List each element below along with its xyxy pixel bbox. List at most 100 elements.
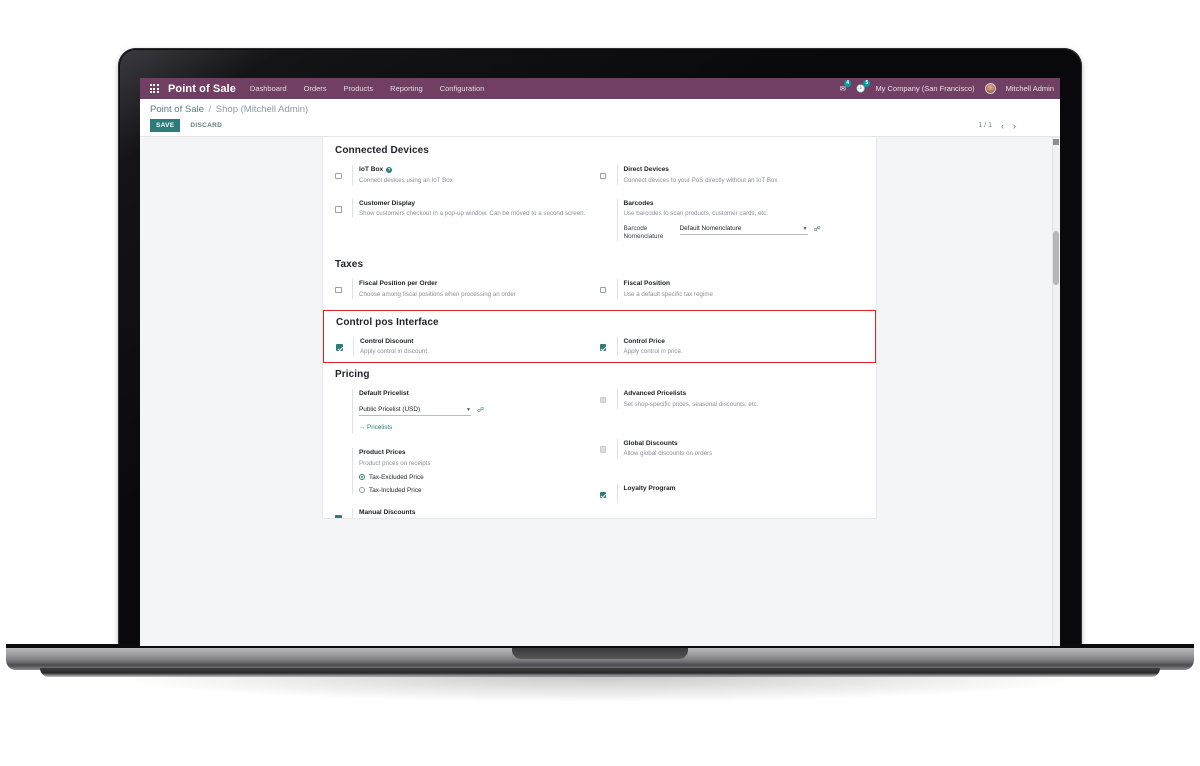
page-scrollbar[interactable]: [1052, 137, 1060, 646]
loyalty-program-checkbox[interactable]: [599, 491, 606, 498]
global-discounts-checkbox-cell[interactable]: [599, 439, 617, 459]
section-title-connected-devices: Connected Devices: [335, 145, 429, 156]
breadcrumb-current: Shop (Mitchell Admin): [215, 104, 309, 115]
menu-item-products[interactable]: Products: [343, 84, 374, 93]
iot-box-checkbox[interactable]: [335, 172, 342, 179]
connected-devices-left-column: IoT Box ? Connect devices using an IoT B…: [335, 165, 600, 255]
barcode-nomenclature-select[interactable]: Default Nomenclature ▼: [679, 225, 808, 235]
barcode-nomenclature-label: Barcode Nomenclature: [623, 225, 664, 240]
setting-fiscal-position-per-order[interactable]: Fiscal Position per Order Choose among f…: [335, 279, 590, 299]
customer-display-checkbox-cell[interactable]: [335, 199, 352, 219]
setting-control-price[interactable]: Control Price Apply control in price.: [599, 336, 854, 357]
pager-next-icon[interactable]: ›: [1013, 120, 1016, 131]
setting-direct-devices[interactable]: Direct Devices Connect devices to your P…: [599, 165, 855, 185]
manual-discounts-checkbox[interactable]: [335, 515, 342, 518]
navbar-right: ✉ 4 🕑 5 My Company (San Francisco) Mitch…: [840, 80, 1060, 94]
control-pos-right-column: Control Price Apply control in price.: [599, 336, 864, 357]
tax-excluded-radio[interactable]: [359, 474, 365, 480]
setting-global-discounts[interactable]: Global Discounts Allow global discounts …: [599, 438, 855, 459]
control-discount-body: Control Discount Apply control in discou…: [353, 336, 429, 356]
setting-default-pricelist: Default Pricelist Public Pricelist (USD)…: [335, 389, 590, 434]
control-discount-checkbox[interactable]: [336, 344, 343, 351]
default-pricelist-label: Default Pricelist: [359, 390, 409, 397]
control-panel: Point of Sale / Shop (Mitchell Admin) SA…: [140, 99, 1060, 137]
pager-count: 1 / 1: [978, 122, 992, 129]
loyalty-program-checkbox-cell[interactable]: [599, 484, 617, 503]
control-price-checkbox[interactable]: [599, 344, 606, 351]
breadcrumb-separator: /: [208, 104, 212, 115]
control-price-checkbox-cell[interactable]: [599, 337, 617, 357]
scrollbar-up-arrow[interactable]: [1053, 139, 1059, 145]
product-prices-label: Product Prices: [359, 449, 406, 456]
pricelists-link[interactable]: → Pricelists: [359, 424, 393, 431]
advanced-pricelists-checkbox[interactable]: [599, 396, 606, 403]
app-brand[interactable]: Point of Sale: [168, 82, 236, 95]
fiscal-position-per-order-checkbox[interactable]: [335, 286, 342, 293]
breadcrumb-root[interactable]: Point of Sale: [150, 104, 204, 115]
menu-item-orders[interactable]: Orders: [303, 84, 327, 93]
default-pricelist-value: Public Pricelist (USD): [359, 406, 421, 413]
control-pos-interface-grid: Control Discount Apply control in discou…: [336, 336, 864, 357]
setting-iot-box[interactable]: IoT Box ? Connect devices using an IoT B…: [335, 165, 590, 185]
discard-button[interactable]: DISCARD: [190, 122, 223, 129]
activities-clock-icon[interactable]: 🕑 5: [856, 80, 871, 93]
barcode-nomenclature-value: Default Nomenclature: [679, 225, 742, 232]
customer-display-checkbox[interactable]: [335, 206, 342, 213]
setting-control-discount[interactable]: Control Discount Apply control in discou…: [336, 336, 590, 357]
control-discount-checkbox-cell[interactable]: [336, 337, 353, 357]
setting-loyalty-program[interactable]: Loyalty Program: [599, 484, 855, 503]
internal-link-icon[interactable]: ☍: [813, 226, 821, 233]
save-button[interactable]: SAVE: [150, 119, 181, 132]
control-discount-description: Apply control in discount.: [360, 348, 429, 355]
connected-devices-grid: IoT Box ? Connect devices using an IoT B…: [335, 165, 864, 255]
taxes-grid: Fiscal Position per Order Choose among f…: [335, 279, 864, 308]
default-pricelist-select[interactable]: Public Pricelist (USD) ▼: [359, 406, 471, 416]
direct-devices-checkbox[interactable]: [599, 172, 606, 179]
barcode-nomenclature-control[interactable]: Default Nomenclature ▼: [679, 225, 808, 235]
iot-box-checkbox-cell[interactable]: [335, 165, 352, 185]
pager-previous-icon[interactable]: ‹: [1001, 120, 1004, 131]
global-discounts-label: Global Discounts: [623, 439, 678, 447]
manual-discounts-checkbox-cell[interactable]: [335, 508, 352, 518]
section-title-control-pos-interface: Control pos Interface: [336, 316, 439, 328]
company-switcher[interactable]: My Company (San Francisco): [875, 84, 975, 93]
settings-sheet: Connected Devices IoT Box ?: [322, 137, 877, 519]
laptop-base-notch: [512, 648, 688, 659]
setting-barcodes: Barcodes Use barcodes to scan products, …: [600, 198, 855, 241]
advanced-pricelists-checkbox-cell[interactable]: [599, 389, 617, 409]
radio-tax-included[interactable]: Tax-Included Price: [359, 487, 431, 494]
direct-devices-checkbox-cell[interactable]: [599, 165, 617, 185]
setting-manual-discounts[interactable]: Manual Discounts: [335, 507, 590, 518]
scrollbar-thumb[interactable]: [1053, 231, 1059, 285]
chevron-down-icon[interactable]: ▼: [466, 406, 471, 413]
menu-item-dashboard[interactable]: Dashboard: [249, 84, 287, 93]
global-discounts-checkbox[interactable]: [599, 446, 606, 453]
pricing-left-column: Default Pricelist Public Pricelist (USD)…: [335, 389, 600, 518]
messages-icon[interactable]: ✉ 4: [840, 80, 852, 93]
menu-item-configuration[interactable]: Configuration: [439, 84, 485, 93]
setting-advanced-pricelists[interactable]: Advanced Pricelists Set shop-specific pr…: [599, 389, 855, 409]
fiscal-position-checkbox[interactable]: [599, 286, 606, 293]
manual-discounts-label: Manual Discounts: [359, 508, 416, 516]
avatar[interactable]: [984, 83, 996, 94]
menu-item-reporting[interactable]: Reporting: [390, 84, 423, 93]
manual-discounts-body: Manual Discounts: [352, 507, 416, 518]
radio-tax-excluded[interactable]: Tax-Excluded Price: [359, 474, 431, 481]
user-menu[interactable]: Mitchell Admin: [1005, 84, 1054, 93]
loyalty-program-body: Loyalty Program: [616, 484, 676, 503]
fiscal-position-checkbox-cell[interactable]: [599, 279, 617, 299]
control-price-label: Control Price: [623, 337, 665, 345]
fiscal-position-per-order-checkbox-cell[interactable]: [335, 279, 352, 299]
internal-link-icon[interactable]: ☍: [477, 407, 485, 414]
tax-included-radio[interactable]: [359, 487, 365, 493]
chevron-down-icon[interactable]: ▼: [802, 225, 808, 232]
apps-menu-icon[interactable]: [144, 84, 164, 93]
default-pricelist-control[interactable]: Public Pricelist (USD) ▼: [359, 406, 471, 416]
setting-customer-display[interactable]: Customer Display Show customers checkout…: [335, 198, 590, 219]
loyalty-program-label: Loyalty Program: [623, 485, 676, 492]
default-pricelist-row: Public Pricelist (USD) ▼ ☍: [359, 406, 484, 416]
customer-display-label: Customer Display: [359, 199, 416, 207]
setting-fiscal-position[interactable]: Fiscal Position Use a default specific t…: [599, 279, 855, 299]
help-icon[interactable]: ?: [386, 166, 393, 173]
iot-box-description: Connect devices using an IoT Box: [359, 176, 453, 184]
